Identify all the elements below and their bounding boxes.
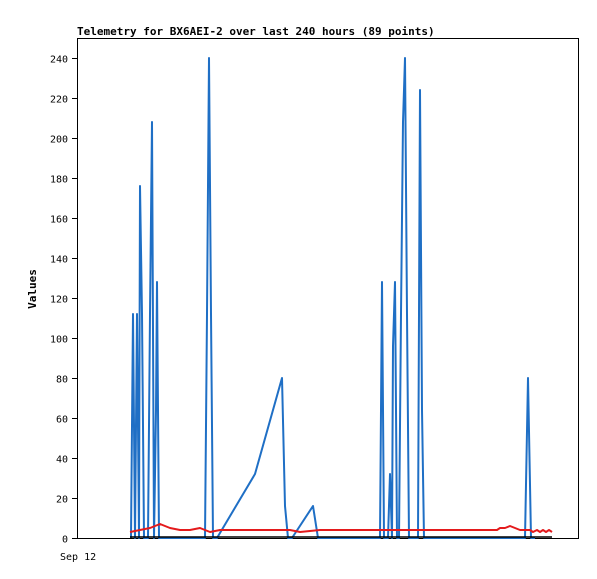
y-axis: 0 20 40 60 80 100 120 140 160 180 200 220 240 <box>50 55 78 546</box>
y-tick-label: 120 <box>50 295 68 306</box>
y-tick-label: 20 <box>56 495 68 506</box>
chart-title: Telemetry for BX6AEI-2 over last 240 hou… <box>77 25 435 38</box>
plot-area <box>77 38 579 539</box>
x-tick-label: Sep 12 <box>60 552 96 563</box>
y-tick-label: 240 <box>50 55 68 66</box>
y-tick-label: 180 <box>50 175 68 186</box>
y-axis-label: Values <box>26 269 39 309</box>
y-tick-label: 140 <box>50 255 68 266</box>
y-tick-label: 220 <box>50 95 68 106</box>
series-layer <box>129 57 553 539</box>
series-line-2 <box>129 523 553 533</box>
y-tick-label: 0 <box>62 535 68 546</box>
y-tick-label: 80 <box>56 375 68 386</box>
y-tick-label: 40 <box>56 455 68 466</box>
y-tick-label: 200 <box>50 135 68 146</box>
y-tick-label: 160 <box>50 215 68 226</box>
y-tick-label: 100 <box>50 335 68 346</box>
x-axis: Sep 12 <box>60 552 96 563</box>
series-line-1 <box>130 57 535 539</box>
y-tick-label: 60 <box>56 415 68 426</box>
